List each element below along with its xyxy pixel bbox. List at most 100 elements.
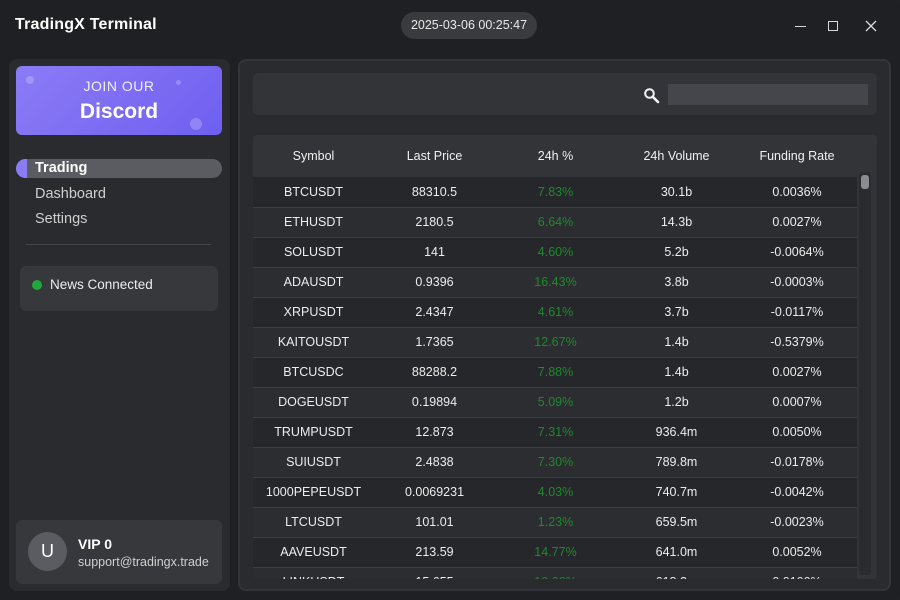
table-row[interactable]: SOLUSDT 141 4.60% 5.2b -0.0064% [253,237,857,268]
table-row[interactable]: SUIUSDT 2.4838 7.30% 789.8m -0.0178% [253,447,857,478]
funding-rate-cell: -0.0117% [737,297,857,328]
volume-cell: 5.2b [616,237,737,268]
symbol-cell: ETHUSDT [253,207,374,238]
funding-rate-cell: -0.0178% [737,447,857,478]
decorative-bubble [190,118,202,130]
last-price-cell: 88288.2 [374,357,495,388]
sidebar-item-settings[interactable]: Settings [35,211,88,227]
last-price-cell: 2180.5 [374,207,495,238]
volume-cell: 641.0m [616,537,737,568]
change-cell: 12.67% [495,327,616,358]
column-header-funding-rate[interactable]: Funding Rate [759,149,835,163]
funding-rate-cell: -0.0064% [737,237,857,268]
last-price-cell: 2.4838 [374,447,495,478]
user-profile-card[interactable]: U VIP 0 support@tradingx.trade [16,520,222,584]
news-status-card[interactable]: News Connected [20,266,218,311]
sidebar-nav: Trading Dashboard Settings [16,159,222,234]
last-price-cell: 213.59 [374,537,495,568]
change-cell: 5.09% [495,387,616,418]
search-bar [253,73,877,115]
funding-rate-cell: -0.0003% [737,267,857,298]
table-row[interactable]: TRUMPUSDT 12.873 7.31% 936.4m 0.0050% [253,417,857,448]
sidebar: JOIN OUR Discord Trading Dashboard Setti… [9,59,230,591]
last-price-cell: 12.873 [374,417,495,448]
symbol-cell: BTCUSDC [253,357,374,388]
symbol-cell: TRUMPUSDT [253,417,374,448]
funding-rate-cell: 0.0052% [737,537,857,568]
sidebar-item-dashboard[interactable]: Dashboard [35,186,106,202]
discord-banner-button[interactable]: JOIN OUR Discord [16,66,222,135]
table-row[interactable]: 1000PEPEUSDT 0.0069231 4.03% 740.7m -0.0042% [253,477,857,508]
column-header-24h-change[interactable]: 24h % [537,149,574,163]
volume-cell: 1.4b [616,327,737,358]
close-button[interactable] [859,14,883,38]
volume-cell: 1.4b [616,357,737,388]
change-cell: 4.61% [495,297,616,328]
maximize-button[interactable] [821,14,845,38]
symbol-cell: DOGEUSDT [253,387,374,418]
table-row[interactable]: BTCUSDC 88288.2 7.88% 1.4b 0.0027% [253,357,857,388]
change-cell: 7.31% [495,417,616,448]
last-price-cell: 88310.5 [374,177,495,208]
funding-rate-cell: 0.0007% [737,387,857,418]
volume-cell: 30.1b [616,177,737,208]
decorative-bubble [176,80,181,85]
symbol-cell: KAITOUSDT [253,327,374,358]
last-price-cell: 15.655 [374,567,495,579]
change-cell: 7.83% [495,177,616,208]
sidebar-item-trading[interactable]: Trading [16,159,222,178]
last-price-cell: 101.01 [374,507,495,538]
funding-rate-cell: -0.5379% [737,327,857,358]
table-body: BTCUSDT 88310.5 7.83% 30.1b 0.0036% ETHUSDT 21… [253,177,857,579]
symbol-cell: 1000PEPEUSDT [253,477,374,508]
table-header-row: Symbol Last Price 24h % 24h Volume Fundi… [253,135,857,177]
table-row[interactable]: AAVEUSDT 213.59 14.77% 641.0m 0.0052% [253,537,857,568]
volume-cell: 659.5m [616,507,737,538]
table-row[interactable]: DOGEUSDT 0.19894 5.09% 1.2b 0.0007% [253,387,857,418]
volume-cell: 1.2b [616,387,737,418]
maximize-icon [828,21,838,31]
table-scrollbar[interactable] [859,172,871,575]
minimize-button[interactable] [788,14,812,38]
symbol-cell: XRPUSDT [253,297,374,328]
minimize-icon [794,25,806,27]
app-title: TradingX Terminal [15,16,157,33]
change-cell: 4.03% [495,477,616,508]
volume-cell: 936.4m [616,417,737,448]
symbol-cell: SOLUSDT [253,237,374,268]
scrollbar-thumb[interactable] [861,175,869,189]
volume-cell: 14.3b [616,207,737,238]
main-panel: Symbol Last Price 24h % 24h Volume Fundi… [238,59,891,591]
table-row[interactable]: LTCUSDT 101.01 1.23% 659.5m -0.0023% [253,507,857,538]
volume-cell: 789.8m [616,447,737,478]
last-price-cell: 0.0069231 [374,477,495,508]
market-table: Symbol Last Price 24h % 24h Volume Fundi… [253,135,877,579]
column-header-24h-volume[interactable]: 24h Volume [643,149,710,163]
table-row[interactable]: LINKUSDT15.65510.66%618.2m0.0100% [253,567,857,579]
change-cell: 7.30% [495,447,616,478]
news-status-label: News Connected [50,277,153,292]
change-cell: 16.43% [495,267,616,298]
decorative-bubble [26,76,34,84]
table-row[interactable]: ADAUSDT 0.9396 16.43% 3.8b -0.0003% [253,267,857,298]
column-header-symbol[interactable]: Symbol [292,149,335,163]
last-price-cell: 0.9396 [374,267,495,298]
funding-rate-cell: 0.0027% [737,357,857,388]
symbol-cell: LTCUSDT [253,507,374,538]
symbol-cell: LINKUSDT [253,567,374,579]
change-cell: 14.77% [495,537,616,568]
symbol-cell: SUIUSDT [253,447,374,478]
table-row[interactable]: XRPUSDT 2.4347 4.61% 3.7b -0.0117% [253,297,857,328]
last-price-cell: 0.19894 [374,387,495,418]
table-row[interactable]: KAITOUSDT 1.7365 12.67% 1.4b -0.5379% [253,327,857,358]
volume-cell: 3.7b [616,297,737,328]
column-header-last-price[interactable]: Last Price [406,149,463,163]
search-icon[interactable] [643,87,661,105]
last-price-cell: 141 [374,237,495,268]
table-row[interactable]: BTCUSDT 88310.5 7.83% 30.1b 0.0036% [253,177,857,208]
search-input[interactable] [668,84,868,105]
discord-banner-subtitle: JOIN OUR [83,78,155,94]
funding-rate-cell: 0.0036% [737,177,857,208]
table-row[interactable]: ETHUSDT 2180.5 6.64% 14.3b 0.0027% [253,207,857,238]
